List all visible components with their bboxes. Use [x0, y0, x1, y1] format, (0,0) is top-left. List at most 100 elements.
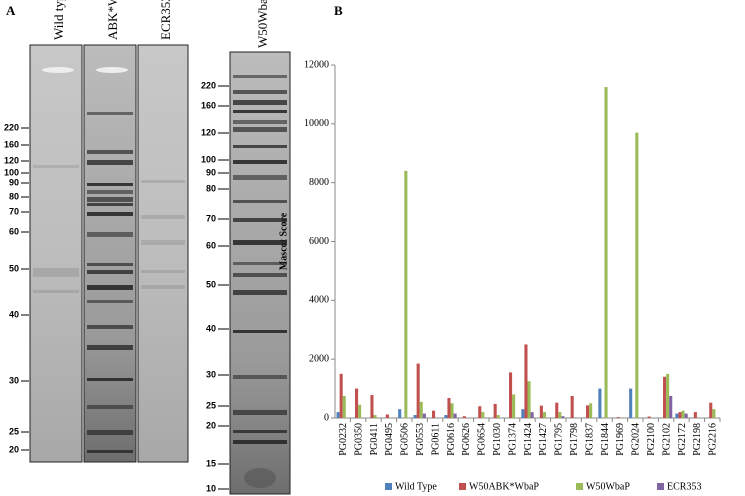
bar [675, 413, 679, 418]
bar [647, 416, 651, 418]
gel-band [87, 345, 133, 350]
gel-band [233, 90, 287, 94]
gel-blob [244, 468, 276, 488]
panel-label: B [334, 3, 343, 18]
x-tick-label: PG1374 [507, 423, 518, 456]
y-tick-label: 10000 [304, 118, 329, 129]
bar [355, 388, 359, 418]
bar [663, 376, 667, 418]
x-tick-label: PG0350 [353, 423, 364, 456]
gel-band [87, 212, 133, 216]
gel-band [141, 285, 185, 289]
legend-label: W50ABK*WbaP [469, 481, 539, 492]
bar [539, 405, 543, 418]
marker-label: 25 [9, 426, 19, 436]
bar [370, 395, 374, 418]
bar [478, 406, 482, 418]
bar [684, 413, 688, 418]
x-tick-label: PG2100 [646, 423, 657, 456]
marker-label: 50 [9, 263, 19, 273]
gel-band [233, 145, 287, 148]
x-tick-label: PG1795 [554, 423, 565, 456]
bar [555, 402, 559, 418]
y-tick-label: 2000 [309, 353, 329, 364]
marker-label: 160 [4, 139, 19, 149]
bar [385, 414, 389, 418]
gel-band [233, 120, 287, 124]
gel-band [87, 112, 133, 115]
gel-band [87, 203, 133, 206]
gel-band [87, 405, 133, 409]
bar [666, 373, 670, 418]
marker-label: 40 [206, 323, 216, 333]
bar [422, 413, 426, 418]
gel-band [87, 183, 133, 186]
marker-label: 30 [9, 375, 19, 385]
gel-band [233, 430, 287, 433]
gel-band [233, 100, 287, 105]
marker-label: 60 [9, 226, 19, 236]
bar [530, 412, 534, 418]
x-tick-label: PG2102 [661, 423, 672, 456]
marker-label: 25 [206, 400, 216, 410]
x-tick-label: PG2172 [677, 423, 688, 456]
bar [342, 395, 346, 418]
marker-label: 15 [206, 458, 216, 468]
bar [481, 412, 485, 418]
gel-band [233, 160, 287, 164]
bar [398, 409, 402, 418]
bar [598, 388, 602, 418]
bar [589, 403, 593, 418]
bar [444, 415, 448, 418]
marker-label: 90 [9, 177, 19, 187]
gel-well [42, 67, 74, 73]
gel-band [233, 218, 287, 222]
x-tick-label: PG0495 [384, 423, 395, 456]
gel-band [233, 75, 287, 78]
x-tick-label: PG2198 [692, 423, 703, 456]
x-tick-label: PG1424 [523, 423, 534, 456]
bar [416, 363, 420, 418]
gel-band [233, 127, 287, 132]
x-tick-label: PG0626 [461, 423, 472, 456]
y-tick-label: 12000 [304, 59, 329, 70]
legend-swatch [576, 483, 583, 490]
x-tick-label: PG2024 [631, 423, 642, 456]
y-tick-label: 6000 [309, 236, 329, 247]
gel-band [233, 200, 287, 203]
gel-band [87, 325, 133, 329]
gel-band [233, 175, 287, 180]
gel-band [33, 268, 79, 272]
gel-band [233, 262, 287, 265]
gel-band [87, 160, 133, 165]
x-tick-label: PG0411 [369, 423, 380, 455]
bar [404, 170, 408, 418]
marker-label: 120 [4, 155, 19, 165]
marker-label: 80 [206, 183, 216, 193]
gel-band [87, 285, 133, 290]
marker-label: 120 [201, 127, 216, 137]
gel-band [233, 410, 287, 415]
gel-left [29, 44, 189, 463]
marker-label: 80 [9, 191, 19, 201]
x-tick-label: PG1427 [538, 423, 549, 456]
bar [493, 403, 497, 418]
bar [629, 388, 633, 418]
lane-label: W50WbaP [255, 0, 270, 48]
x-tick-label: PG1837 [584, 423, 595, 456]
bar [586, 405, 590, 418]
bar [450, 403, 454, 418]
gel-band [141, 180, 185, 183]
x-tick-label: PG0611 [430, 423, 441, 455]
gel-band [87, 232, 133, 237]
bar [709, 402, 713, 418]
gel-band [87, 378, 133, 381]
bar [496, 415, 500, 418]
bar [693, 412, 697, 418]
bar [453, 413, 457, 418]
bar [432, 410, 436, 418]
marker-label: 30 [206, 369, 216, 379]
bar [570, 395, 574, 418]
bar [558, 412, 562, 418]
